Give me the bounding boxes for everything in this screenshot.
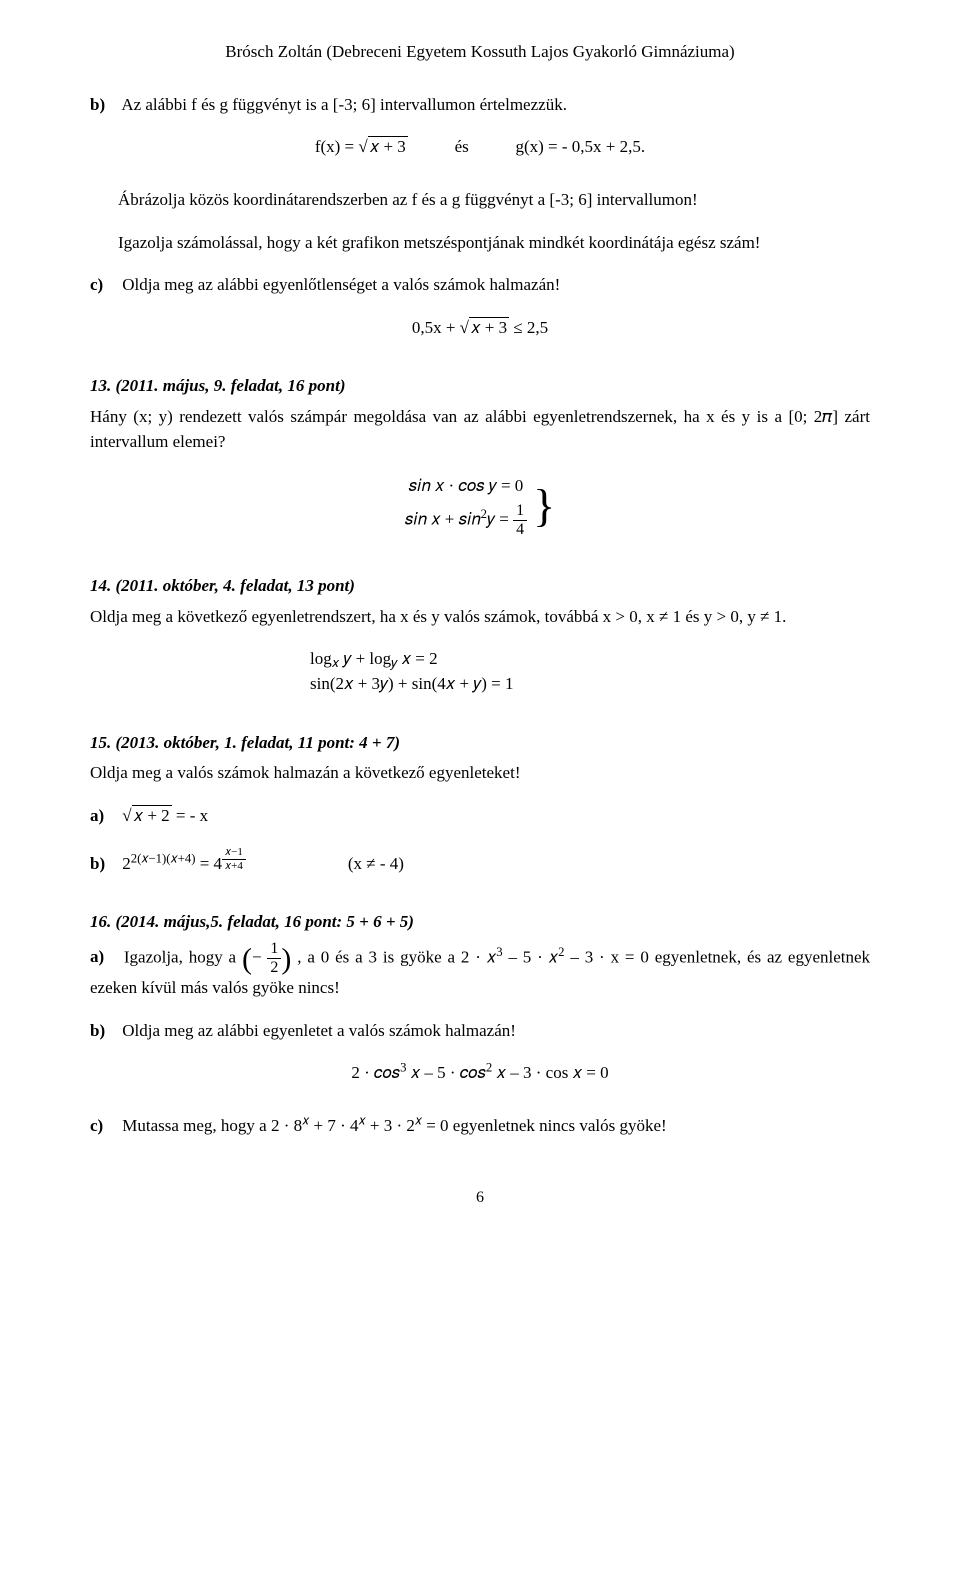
p15-a: a) 𝑥 + 2 = - x <box>90 804 870 829</box>
item-c-intro: c) Oldja meg az alábbi egyenlőtlenséget … <box>90 273 870 298</box>
p14-equations: log𝑥 𝑦 + log𝑦 𝑥 = 2 sin(2𝑥 + 3𝑦) + sin(4… <box>90 647 870 696</box>
p16c-end: = 0 egyenletnek nincs valós gyöke! <box>426 1116 666 1135</box>
c-eq-post: ≤ 2,5 <box>513 318 548 337</box>
p16b-text: Oldja meg az alábbi egyenletet a valós s… <box>122 1021 516 1040</box>
p14-eq2: sin(2𝑥 + 3𝑦) + sin(4𝑥 + 𝑦) = 1 <box>310 672 870 697</box>
b-eq-radicand: 𝑥 + 3 <box>368 136 408 156</box>
p15b-cond: (x ≠ - 4) <box>348 854 404 873</box>
c-eq-pre: 0,5x + <box>412 318 460 337</box>
p16a-mid: , a 0 és a 3 is gyöke a 2 · 𝑥 <box>297 947 496 966</box>
p16c-mid2: + 3 · 2 <box>370 1116 415 1135</box>
p15a-post: = - x <box>176 806 208 825</box>
b-intro-text: Az alábbi f és g függvényt is a [-3; 6] … <box>121 95 567 114</box>
p15b-pre: 2 <box>122 854 131 873</box>
label-c: c) <box>90 273 118 298</box>
p16-c: c) Mutassa meg, hogy a 2 · 8𝑥 + 7 · 4𝑥 +… <box>90 1114 870 1139</box>
p15-heading: 15. (2013. október, 1. feladat, 11 pont:… <box>90 731 870 756</box>
c-eq-radicand: 𝑥 + 3 <box>469 317 509 337</box>
p16c-mid1: + 7 · 4 <box>314 1116 359 1135</box>
p13-system: 𝑠𝑖𝑛 𝑥 · 𝑐𝑜𝑠 𝑦 = 0 𝑠𝑖𝑛 𝑥 + 𝑠𝑖𝑛2𝑦 = 14 } <box>90 472 870 540</box>
p16c-pre: Mutassa meg, hogy a 2 · 8 <box>122 1116 302 1135</box>
p13-heading: 13. (2011. május, 9. feladat, 16 pont) <box>90 374 870 399</box>
p15b-mid: = 4 <box>200 854 222 873</box>
page-number: 6 <box>90 1186 870 1209</box>
right-brace-icon: } <box>533 483 555 529</box>
b-eq-fx: f(x) = <box>315 137 359 156</box>
label-b-3: b) <box>90 1019 118 1044</box>
p16-heading: 16. (2014. május,5. feladat, 16 pont: 5 … <box>90 910 870 935</box>
label-c-2: c) <box>90 1114 118 1139</box>
b-equation: f(x) = 𝑥 + 3 és g(x) = - 0,5x + 2,5. <box>90 135 870 160</box>
p16b-equation: 2 · 𝑐𝑜𝑠3 𝑥 – 5 · 𝑐𝑜𝑠2 𝑥 – 3 · cos 𝑥 = 0 <box>90 1061 870 1086</box>
p13-head-text: 13. (2011. május, 9. feladat, 16 pont) <box>90 376 345 395</box>
p13-sys-line1: 𝑠𝑖𝑛 𝑥 · 𝑐𝑜𝑠 𝑦 = 0 <box>405 472 527 501</box>
b-line3: Igazolja számolással, hogy a két grafiko… <box>118 231 870 256</box>
p14-heading: 14. (2011. október, 4. feladat, 13 pont) <box>90 574 870 599</box>
label-b-2: b) <box>90 852 118 877</box>
label-a-2: a) <box>90 945 118 970</box>
c-intro-text: Oldja meg az alábbi egyenlőtlenséget a v… <box>122 275 560 294</box>
p15-head-text: 15. (2013. október, 1. feladat, 11 pont:… <box>90 733 400 752</box>
p14-head-text: 14. (2011. október, 4. feladat, 13 pont) <box>90 576 355 595</box>
p15b-exp: 2(𝑥−1)(𝑥+4) <box>131 851 196 865</box>
p14-body: Oldja meg a következő egyenletrendszert,… <box>90 605 870 630</box>
page-header: Brósch Zoltán (Debreceni Egyetem Kossuth… <box>90 40 870 65</box>
p16-b: b) Oldja meg az alábbi egyenletet a való… <box>90 1019 870 1044</box>
p13-sys-line2: 𝑠𝑖𝑛 𝑥 + 𝑠𝑖𝑛2𝑦 = 14 <box>405 501 527 540</box>
label-b: b) <box>90 93 118 118</box>
p13-body: Hány (x; y) rendezett valós számpár mego… <box>90 405 870 454</box>
b-eq-conj: és <box>455 137 469 156</box>
c-equation: 0,5x + 𝑥 + 3 ≤ 2,5 <box>90 316 870 341</box>
b-eq-gx: g(x) = - 0,5x + 2,5. <box>515 137 645 156</box>
p14-eq1: log𝑥 𝑦 + log𝑦 𝑥 = 2 <box>310 647 870 672</box>
p15a-radicand: 𝑥 + 2 <box>132 805 172 825</box>
item-b-intro: b) Az alábbi f és g függvényt is a [-3; … <box>90 93 870 118</box>
p16a-mid2: – 5 · 𝑥 <box>508 947 558 966</box>
p15-b: b) 22(𝑥−1)(𝑥+4) = 4𝑥−1𝑥+4 (x ≠ - 4) <box>90 847 870 877</box>
p16-a: a) Igazolja, hogy a (− 12) , a 0 és a 3 … <box>90 941 870 1001</box>
p16a-pre: Igazolja, hogy a <box>124 947 242 966</box>
p15-body: Oldja meg a valós számok halmazán a köve… <box>90 761 870 786</box>
label-a: a) <box>90 804 118 829</box>
b-line2: Ábrázolja közös koordinátarendszerben az… <box>118 188 870 213</box>
p16-head-text: 16. (2014. május,5. feladat, 16 pont: 5 … <box>90 912 414 931</box>
